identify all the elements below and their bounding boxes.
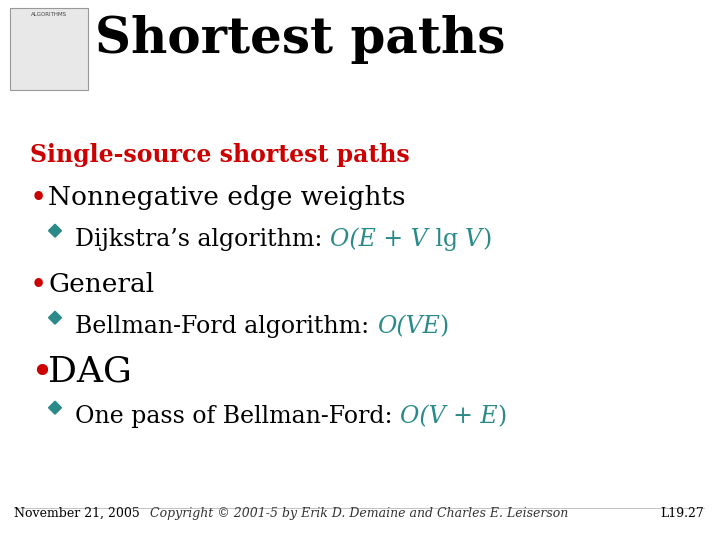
Text: General: General — [48, 272, 154, 297]
Text: Single-source shortest paths: Single-source shortest paths — [30, 143, 410, 167]
Text: November 21, 2005: November 21, 2005 — [14, 507, 140, 520]
Text: One pass of Bellman-Ford:: One pass of Bellman-Ford: — [75, 405, 400, 428]
Text: Nonnegative edge weights: Nonnegative edge weights — [48, 185, 406, 210]
Text: ): ) — [439, 315, 449, 338]
Text: Dijkstra’s algorithm:: Dijkstra’s algorithm: — [75, 228, 330, 251]
Text: Bellman-Ford algorithm:: Bellman-Ford algorithm: — [75, 315, 377, 338]
Text: ALGORITHMS: ALGORITHMS — [31, 12, 67, 17]
Text: L19.27: L19.27 — [660, 507, 704, 520]
Text: V: V — [465, 228, 482, 251]
Text: •: • — [30, 272, 47, 300]
Text: ): ) — [498, 405, 507, 428]
Text: lg: lg — [427, 228, 465, 251]
Text: O(VE: O(VE — [377, 315, 439, 338]
Text: ): ) — [482, 228, 491, 251]
Text: DAG: DAG — [48, 355, 132, 389]
Text: O(E + V: O(E + V — [330, 228, 427, 251]
Text: •: • — [30, 185, 47, 213]
Text: •: • — [30, 355, 53, 392]
Text: Copyright © 2001-5 by Erik D. Demaine and Charles E. Leiserson: Copyright © 2001-5 by Erik D. Demaine an… — [150, 507, 568, 520]
Text: O(V + E: O(V + E — [400, 405, 498, 428]
Text: Shortest paths: Shortest paths — [95, 15, 505, 64]
